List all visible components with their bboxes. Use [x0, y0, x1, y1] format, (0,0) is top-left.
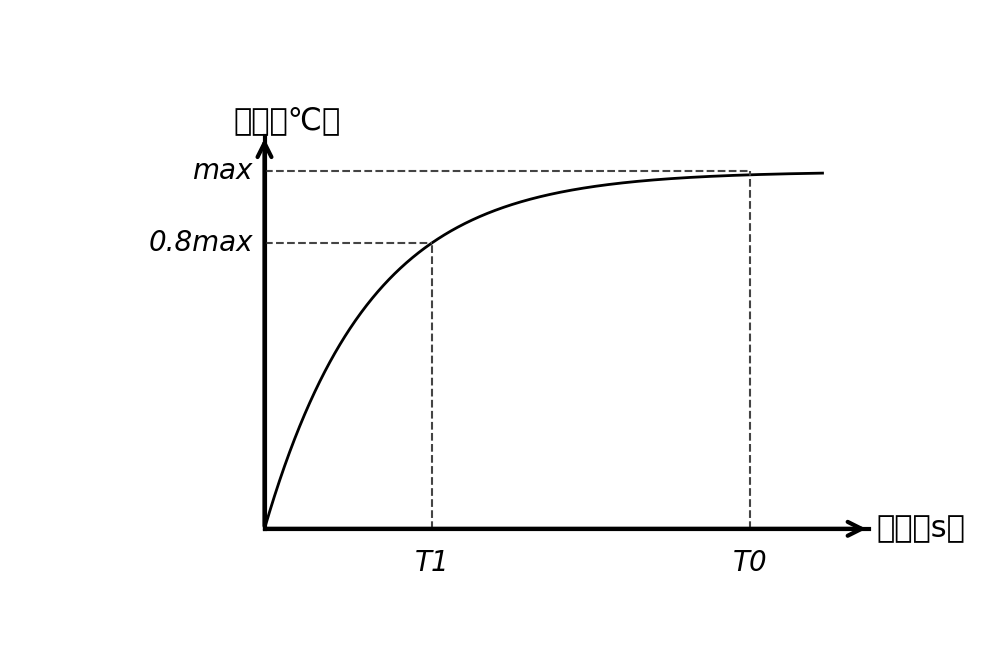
Text: 0.8max: 0.8max	[148, 229, 253, 257]
Text: T1: T1	[415, 549, 449, 577]
Text: 时间（s）: 时间（s）	[877, 514, 966, 543]
Text: max: max	[192, 157, 253, 186]
Text: 温度（℃）: 温度（℃）	[234, 106, 341, 135]
Text: T0: T0	[733, 549, 767, 577]
